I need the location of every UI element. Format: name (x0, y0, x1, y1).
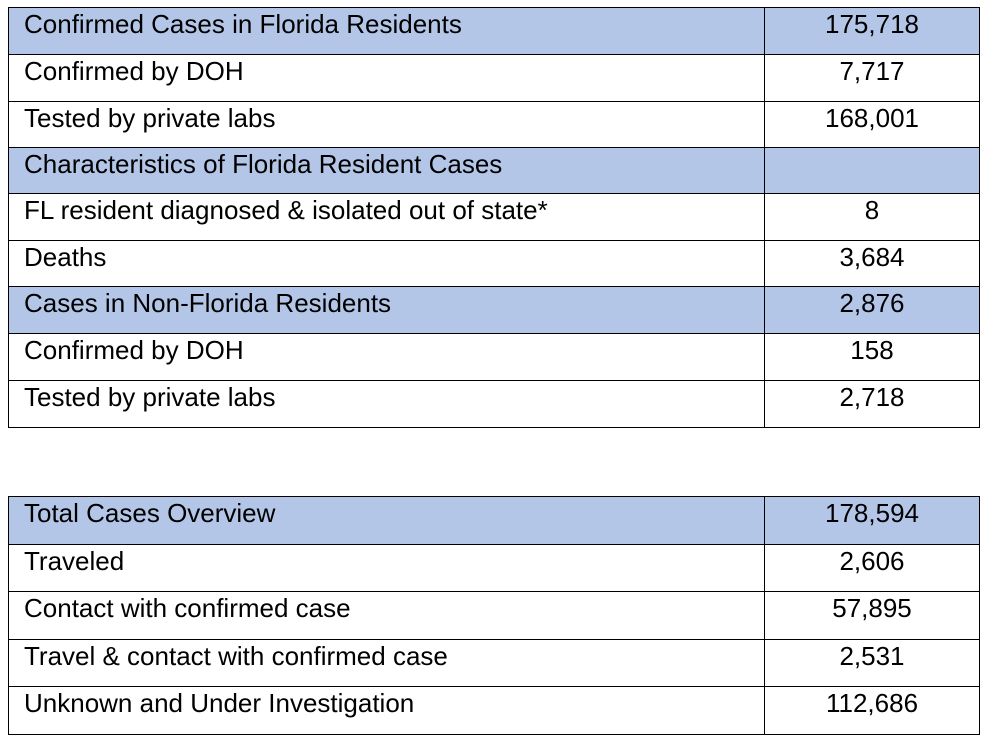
row-value: 158 (764, 333, 980, 381)
row-label: Characteristics of Florida Resident Case… (8, 147, 765, 194)
total-cases-overview-table: Total Cases Overview 178,594 Traveled 2,… (8, 496, 980, 735)
row-label: Tested by private labs (8, 101, 765, 148)
row-value: 2,606 (764, 543, 980, 593)
row-label: FL resident diagnosed & isolated out of … (8, 193, 765, 241)
row-label: Confirmed by DOH (8, 333, 765, 381)
row-value: 175,718 (764, 7, 980, 55)
table-row: Travel & contact with confirmed case 2,5… (8, 638, 980, 688)
row-label: Confirmed by DOH (8, 54, 765, 102)
row-value: 7,717 (764, 54, 980, 102)
row-value: 57,895 (764, 591, 980, 640)
row-label: Travel & contact with confirmed case (8, 638, 765, 688)
table-row: Unknown and Under Investigation 112,686 (8, 686, 980, 735)
table-row: Tested by private labs 2,718 (8, 380, 980, 428)
table-row: FL resident diagnosed & isolated out of … (8, 193, 980, 241)
row-value: 178,594 (764, 496, 980, 545)
table-row: Confirmed Cases in Florida Residents 175… (8, 7, 980, 55)
table-row: Characteristics of Florida Resident Case… (8, 147, 980, 194)
row-label: Contact with confirmed case (8, 591, 765, 640)
florida-residents-table: Confirmed Cases in Florida Residents 175… (8, 7, 980, 428)
row-value: 2,531 (764, 638, 980, 688)
row-value: 2,718 (764, 380, 980, 428)
row-value: 2,876 (764, 286, 980, 334)
row-label: Traveled (8, 543, 765, 593)
table-row: Traveled 2,606 (8, 543, 980, 593)
table-row: Confirmed by DOH 7,717 (8, 54, 980, 102)
table-row: Cases in Non-Florida Residents 2,876 (8, 286, 980, 334)
table-row: Contact with confirmed case 57,895 (8, 591, 980, 640)
row-value: 3,684 (764, 240, 980, 287)
row-label: Confirmed Cases in Florida Residents (8, 7, 765, 55)
table-row: Tested by private labs 168,001 (8, 101, 980, 148)
row-label: Cases in Non-Florida Residents (8, 286, 765, 334)
table-row: Deaths 3,684 (8, 240, 980, 287)
row-value: 112,686 (764, 686, 980, 735)
table-row: Confirmed by DOH 158 (8, 333, 980, 381)
row-label: Unknown and Under Investigation (8, 686, 765, 735)
row-value: 8 (764, 193, 980, 241)
table-row: Total Cases Overview 178,594 (8, 496, 980, 545)
row-value: 168,001 (764, 101, 980, 148)
row-label: Tested by private labs (8, 380, 765, 428)
row-label: Deaths (8, 240, 765, 287)
row-label: Total Cases Overview (8, 496, 765, 545)
row-value (764, 147, 980, 194)
